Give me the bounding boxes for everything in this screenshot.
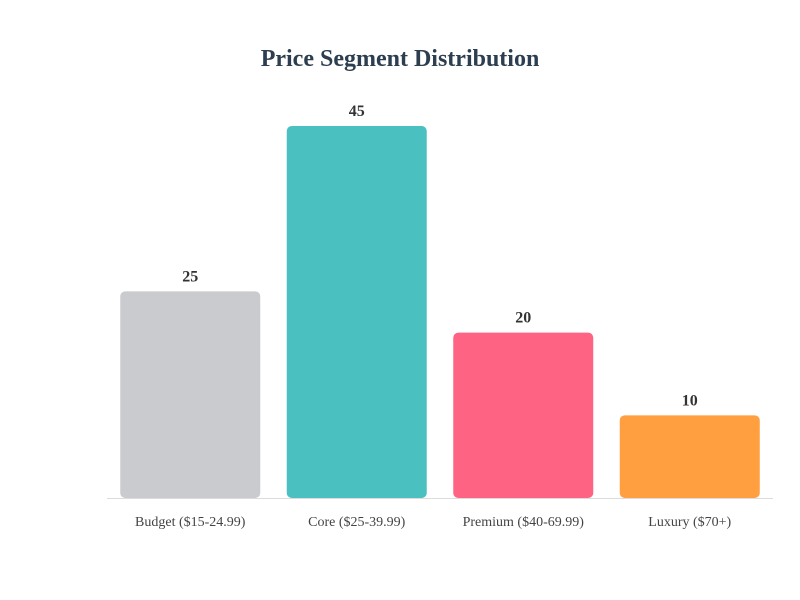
data-label: 25 bbox=[182, 268, 198, 285]
bar bbox=[286, 126, 427, 498]
bar bbox=[453, 332, 594, 498]
x-tick-label: Premium ($40-69.99) bbox=[463, 515, 585, 530]
data-label: 10 bbox=[682, 392, 698, 409]
x-tick-label: Luxury ($70+) bbox=[648, 515, 731, 530]
x-tick-label: Core ($25-39.99) bbox=[308, 515, 406, 530]
bar bbox=[619, 415, 760, 498]
data-label: 20 bbox=[515, 310, 531, 327]
data-label: 45 bbox=[349, 103, 365, 120]
x-tick-label: Budget ($15-24.99) bbox=[135, 515, 246, 530]
bar bbox=[120, 291, 261, 498]
chart-title: Price Segment Distribution bbox=[261, 46, 540, 72]
